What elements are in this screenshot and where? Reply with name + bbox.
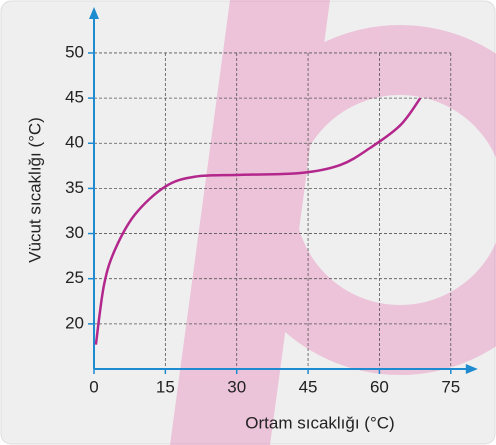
y-tick-label: 45 (65, 88, 84, 107)
x-tick-label: 30 (227, 377, 246, 396)
y-axis-arrow (89, 7, 99, 20)
y-tick-label: 30 (65, 223, 84, 242)
x-tick-label: 60 (370, 377, 389, 396)
y-axis-label: Vücut sıcaklığı (°C) (25, 117, 44, 263)
y-tick-label: 35 (65, 178, 84, 197)
watermark (170, 0, 496, 445)
y-tick-label: 40 (65, 133, 84, 152)
x-tick-label: 15 (156, 377, 175, 396)
x-axis-arrow (465, 364, 478, 374)
x-axis-label: Ortam sıcaklığı (°C) (245, 413, 394, 432)
x-tick-label: 45 (299, 377, 318, 396)
data-line (94, 97, 422, 345)
y-tick-label: 25 (65, 268, 84, 287)
x-tick-label: 0 (89, 377, 98, 396)
y-tick-label: 50 (65, 42, 84, 61)
y-tick-label: 20 (65, 313, 84, 332)
x-tick-label: 75 (441, 377, 460, 396)
